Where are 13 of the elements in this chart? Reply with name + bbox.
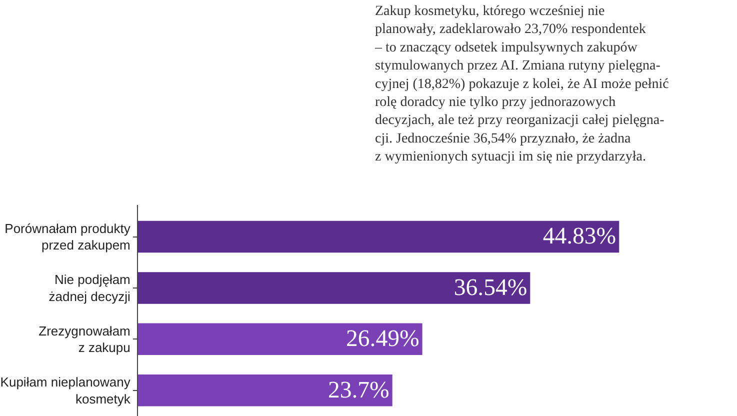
y-tick-label: Porównałam produkty przed zakupem: [4, 220, 131, 253]
data-label: 36.54%: [454, 274, 528, 301]
y-tick-label: Zrezygnowałam z zakupu: [38, 323, 130, 356]
bar: [138, 220, 620, 253]
data-label: 44.83%: [542, 224, 616, 250]
data-label: 26.49%: [346, 326, 420, 352]
text: Zakup kosmetyku, którego wcześniej nie planowały, zadeklarowało 23,70% respondentek – to znaczący odsetek impulsywnych zakupów stymulowanych przez AI. Zmiana rutyny pielęgna- cyjnej (18,82%) pokazuje z kolei, że AI może pełnić rolę doradcy nie tylko przy jednorazowych decyzjach, ale też przy reorganizacji całej pielęgna- cji. Jednocześnie 36,54% przyznało, że żadna z wymienionych sytuacji im się nie przydarzyła.: [375, 4, 669, 165]
data-label: 23.7%: [328, 377, 390, 404]
y-tick-label: Kupiłam nieplanowany kosmetyk: [0, 374, 131, 406]
bar: [138, 272, 530, 304]
bar: [138, 374, 392, 406]
bar: [138, 323, 422, 356]
y-tick-label: Nie podjęłam żadnej decyzji: [48, 272, 131, 304]
